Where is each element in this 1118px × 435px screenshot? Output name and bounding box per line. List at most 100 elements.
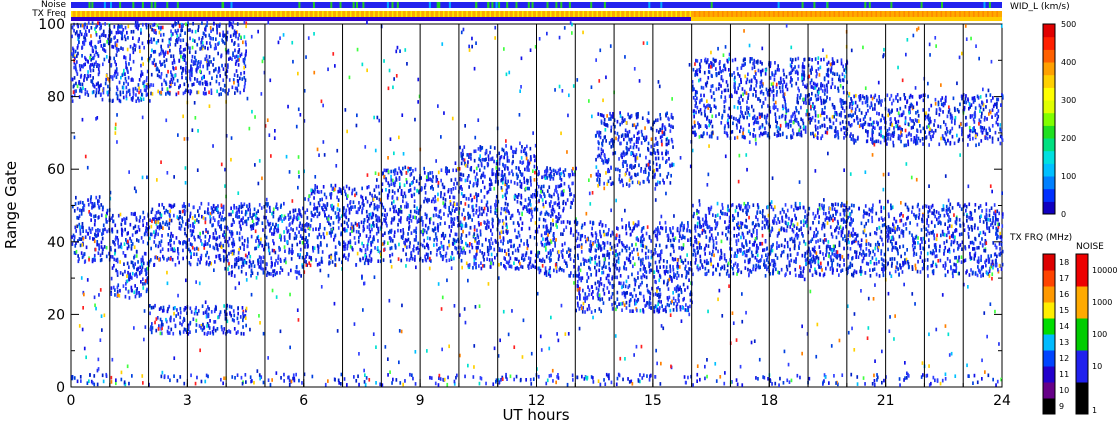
data-cell (973, 257, 976, 261)
data-cell (675, 289, 678, 293)
data-cell (207, 211, 210, 216)
data-cell (711, 252, 713, 257)
data-cell (299, 253, 301, 257)
txfreq-speck (224, 11, 226, 17)
data-cell (252, 222, 255, 227)
data-cell (622, 164, 624, 168)
data-cell (463, 145, 466, 149)
data-cell (391, 252, 394, 257)
data-cell (87, 232, 90, 236)
data-cell (935, 237, 938, 242)
data-cell (235, 262, 238, 267)
data-cell (502, 236, 505, 240)
data-cell (444, 233, 447, 238)
data-cell (603, 292, 606, 296)
data-cell (189, 223, 192, 228)
data-cell (130, 247, 133, 251)
data-cell (686, 270, 688, 275)
data-cell (392, 181, 395, 186)
data-cell (511, 213, 514, 218)
data-cell (831, 207, 834, 211)
data-cell (544, 246, 547, 250)
data-cell (622, 183, 624, 188)
noise-speck (396, 2, 399, 8)
data-cell (318, 261, 321, 266)
data-cell (288, 217, 290, 221)
data-cell (935, 264, 938, 269)
data-cell (77, 239, 79, 243)
txfreq-speck (89, 11, 92, 17)
data-cell (436, 238, 438, 242)
txfreq-bar-lower-right (691, 17, 1002, 21)
data-cell (630, 232, 632, 237)
data-cell (652, 252, 655, 256)
data-cell (204, 210, 206, 214)
data-cell (310, 218, 313, 222)
data-cell (431, 171, 434, 175)
data-cell (972, 247, 974, 251)
data-cell (118, 294, 121, 298)
data-cell (634, 164, 636, 168)
data-cell (553, 236, 555, 240)
data-cell (381, 221, 383, 226)
data-cell (666, 296, 669, 300)
data-cell (637, 256, 640, 261)
data-cell (548, 193, 551, 198)
data-cell (222, 218, 225, 222)
data-cell (960, 260, 963, 264)
data-cell (623, 153, 625, 158)
data-cell (116, 257, 119, 262)
data-cell (479, 154, 481, 158)
data-cell (862, 230, 865, 234)
data-cell (467, 212, 469, 216)
txfreq-speck (726, 11, 729, 17)
data-cell (597, 294, 599, 298)
data-cell (506, 206, 508, 211)
data-cell (330, 183, 333, 188)
data-cell (476, 195, 478, 199)
data-cell (616, 297, 619, 301)
data-cell (676, 302, 679, 306)
data-cell (417, 209, 420, 213)
data-cell (595, 157, 597, 162)
data-cell (677, 264, 679, 269)
data-cell (423, 171, 426, 175)
data-cell (650, 144, 653, 149)
txfreq-speck (275, 11, 278, 17)
data-cell (246, 237, 249, 241)
data-cell (658, 273, 661, 278)
data-cell (589, 249, 592, 253)
data-cell (500, 239, 502, 244)
data-cell (788, 260, 791, 264)
data-cell (552, 233, 555, 238)
noise-speck (110, 2, 112, 8)
data-cell (459, 223, 462, 227)
data-cell (644, 267, 647, 271)
data-cell (601, 297, 604, 301)
data-cell (515, 172, 518, 177)
data-cell (628, 178, 631, 183)
data-cell (572, 198, 575, 202)
data-cell (650, 306, 652, 310)
data-cell (720, 266, 722, 271)
data-cell (485, 149, 487, 154)
txfreq-speck (284, 11, 287, 17)
txfreq-speck (647, 11, 650, 17)
data-cell (494, 180, 497, 184)
data-cell (483, 185, 486, 190)
data-cell (888, 226, 891, 231)
data-cell (366, 185, 369, 190)
txfreq-speck (773, 11, 775, 17)
data-cell (370, 257, 373, 261)
data-cell (320, 259, 323, 264)
data-cell (756, 236, 758, 240)
data-cell (521, 161, 524, 165)
data-cell (765, 218, 768, 222)
data-cell (662, 178, 664, 183)
data-cell (343, 220, 346, 225)
data-cell (344, 211, 347, 216)
data-cell (406, 238, 408, 243)
data-cell (234, 258, 236, 262)
txfreq-speck (377, 11, 380, 17)
data-cell (625, 300, 628, 305)
